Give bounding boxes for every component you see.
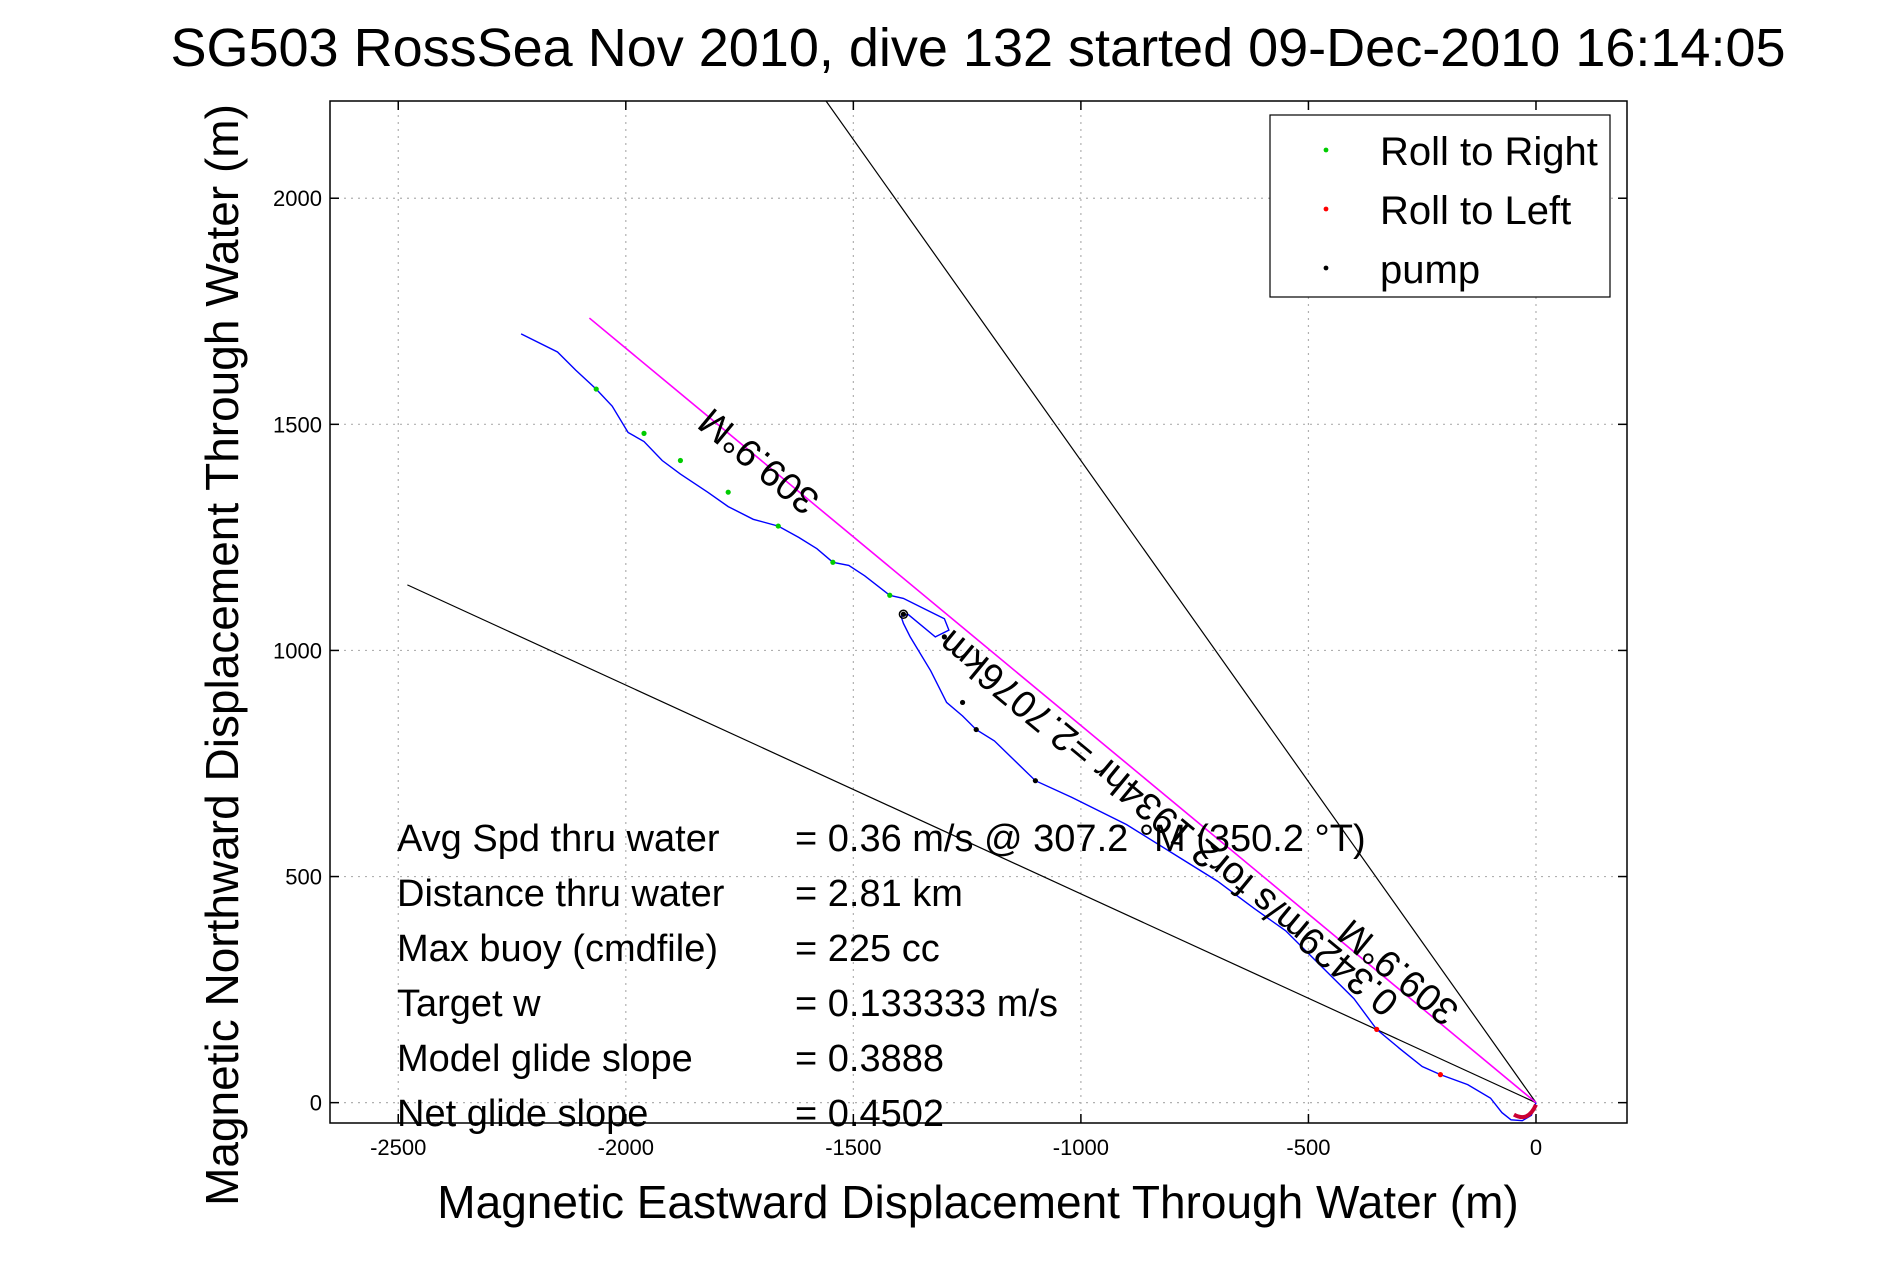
stats-label: Avg Spd thru water: [397, 818, 720, 860]
roll-right-point: [593, 386, 599, 392]
plot-frame: [329, 100, 1628, 1124]
stats-label: Distance thru water: [397, 873, 725, 915]
grid: [330, 101, 1627, 1123]
surface-point-cluster: [1512, 1103, 1538, 1120]
stats-value: = 0.133333 m/s: [795, 983, 1058, 1025]
heading-line: [588, 317, 1537, 1104]
stats-value: = 0.36 m/s @ 307.2 °M (350.2 °T): [795, 818, 1366, 860]
roll-left-point: [1374, 1026, 1380, 1032]
y-tick-label: 500: [285, 865, 322, 890]
x-tick-label: -1000: [1053, 1135, 1109, 1160]
y-axis-label: Magnetic Northward Displacement Through …: [196, 104, 248, 1206]
cone-lines: [407, 101, 1537, 1104]
stats-label: Model glide slope: [397, 1038, 693, 1080]
legend-marker: [1323, 206, 1329, 212]
chart-title: SG503 RossSea Nov 2010, dive 132 started…: [170, 18, 1785, 78]
track-line: [520, 333, 1537, 1122]
x-tick-label: -1500: [825, 1135, 881, 1160]
heading-line-group: [588, 317, 1537, 1104]
y-tick-label: 1500: [273, 412, 322, 437]
end-marker-group: [1512, 1103, 1538, 1120]
stats-value: = 225 cc: [795, 928, 940, 970]
stats-label: Max buoy (cmdfile): [397, 928, 718, 970]
x-tick-label: -2000: [598, 1135, 654, 1160]
roll-right-point: [830, 559, 836, 565]
marker-group: [593, 386, 1444, 1078]
cone-line: [825, 101, 1537, 1103]
y-tick-label: 1000: [273, 638, 322, 663]
x-tick-label: -500: [1286, 1135, 1330, 1160]
pump-point: [900, 611, 907, 617]
cone-line: [407, 584, 1537, 1104]
pump-point: [973, 726, 979, 733]
stats-value: = 2.81 km: [795, 873, 963, 915]
legend-marker: [1323, 265, 1329, 271]
pump-point: [941, 634, 947, 640]
roll-right-point: [677, 457, 684, 464]
roll-right-point: [641, 430, 647, 436]
roll-left-point: [1437, 1072, 1444, 1078]
roll-right-point: [775, 523, 781, 529]
legend-label: Roll to Right: [1380, 130, 1598, 174]
legend-label: Roll to Left: [1380, 189, 1571, 233]
pump-point: [959, 699, 966, 706]
pump-point: [1032, 778, 1038, 784]
track-group: [520, 333, 1537, 1122]
x-axis-label: Magnetic Eastward Displacement Through W…: [437, 1176, 1518, 1228]
stats-block: Avg Spd thru water = 0.36 m/s @ 307.2 °M …: [397, 818, 1366, 1135]
y-tick-label: 2000: [273, 186, 322, 211]
y-tick-label: 0: [310, 1091, 322, 1116]
legend-label: pump: [1380, 248, 1480, 292]
legend: Roll to Right Roll to Left pump: [1269, 114, 1611, 298]
pump-start-point: [898, 609, 909, 620]
roll-right-point: [887, 592, 893, 598]
stats-label: Net glide slope: [397, 1093, 648, 1135]
stats-value: = 0.3888: [795, 1038, 944, 1080]
x-tick-label: 0: [1530, 1135, 1542, 1160]
stats-label: Target w: [397, 983, 541, 1025]
stats-value: = 0.4502: [795, 1093, 944, 1135]
ticks: -2500 -2000 -1500 -1000 -500 0 0 500 1000 1500 200…: [273, 101, 1627, 1160]
x-tick-label: -2500: [370, 1135, 426, 1160]
legend-marker: [1323, 147, 1329, 153]
roll-right-point: [725, 489, 731, 495]
